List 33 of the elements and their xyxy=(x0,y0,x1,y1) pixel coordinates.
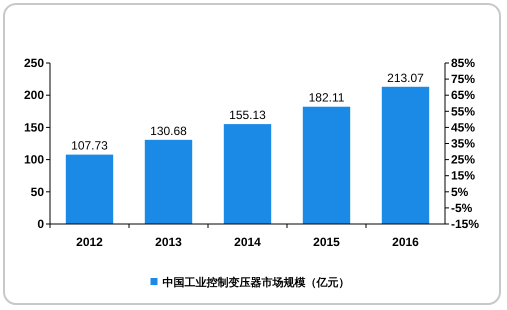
legend-label: 中国工业控制变压器市场规模（亿元） xyxy=(162,276,350,289)
bar xyxy=(302,106,350,224)
y2-tick-label: 45% xyxy=(451,120,476,134)
y-tick-label: 100 xyxy=(24,152,44,167)
y-tick-label: 200 xyxy=(24,88,44,102)
x-tick-label: 2014 xyxy=(234,235,262,249)
y2-tick-label: 75% xyxy=(451,72,476,86)
bar xyxy=(224,124,272,224)
bar xyxy=(66,154,114,224)
data-label: 182.11 xyxy=(308,90,345,105)
bar xyxy=(382,86,430,224)
y2-tick-label: 25% xyxy=(451,152,476,167)
y2-tick-label: 5% xyxy=(451,184,469,199)
data-label: 213.07 xyxy=(387,70,424,85)
y2-tick-label: -5% xyxy=(451,200,473,215)
bar xyxy=(144,140,192,224)
y2-tick-label: 65% xyxy=(451,88,476,102)
y2-tick-label: 35% xyxy=(451,136,476,150)
y2-tick-label: 15% xyxy=(451,168,476,183)
y2-tick-label: -15% xyxy=(451,217,480,231)
data-label: 107.73 xyxy=(71,138,108,153)
data-label: 155.13 xyxy=(229,108,266,122)
y-tick-label: 250 xyxy=(24,56,44,70)
x-tick-label: 2016 xyxy=(392,235,420,249)
y-tick-label: 150 xyxy=(24,120,44,134)
y2-tick-label: 55% xyxy=(451,104,476,118)
y-tick-label: 0 xyxy=(37,217,44,231)
data-label: 130.68 xyxy=(150,124,188,138)
x-tick-label: 2013 xyxy=(155,235,182,249)
x-tick-label: 2012 xyxy=(76,235,104,249)
y2-tick-label: 85% xyxy=(451,56,476,70)
x-tick-label: 2015 xyxy=(313,235,340,249)
y-tick-label: 50 xyxy=(30,184,44,199)
